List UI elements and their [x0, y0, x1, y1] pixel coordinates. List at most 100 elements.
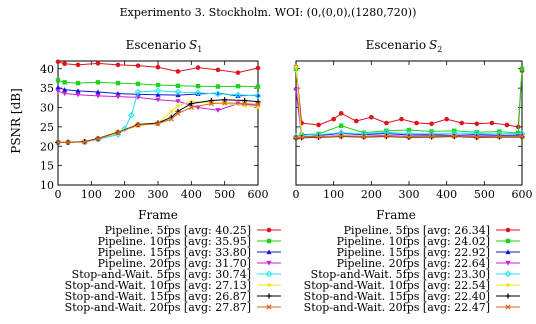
panel-1-series-7-point [188, 101, 194, 107]
panel-2-series-8-point [474, 134, 480, 140]
panel-1-series-3-point [235, 93, 241, 98]
panel-1-legend-label: Stop-and-Wait. 10fps [avg: 27.13] [65, 279, 251, 292]
panel-2-title-var: S [429, 38, 437, 52]
panel-1-series-3-point [62, 87, 68, 92]
panel-2-x-tick-label: 100 [323, 188, 344, 201]
panel-2-series-8-point [406, 134, 412, 140]
panel-1-legend-swatch-marker [266, 227, 272, 233]
panel-2-series-1-point [474, 121, 480, 127]
panel-2-series-2-point [339, 123, 344, 128]
panel-2-legend-swatch-marker [505, 249, 511, 255]
panel-1-series-1-point [135, 63, 141, 68]
panel-1-series-5-point [154, 87, 162, 95]
panel-1-series-5-point [128, 111, 135, 119]
panel-2-series-1-point [369, 114, 374, 120]
panel-1-series-2-point [55, 78, 61, 83]
panel-2-series-8-point [519, 134, 525, 140]
panel-1-series-3-point [75, 88, 81, 93]
panel-2-series-8-point [496, 134, 502, 140]
panel-2-legend-label: Stop-and-Wait. 10fps [avg: 22.54] [304, 279, 490, 292]
panel-1-series-2-point [155, 82, 161, 88]
panel-1-x-tick-label: 0 [55, 188, 62, 201]
panel-1-legend-swatch-marker [266, 304, 272, 310]
panel-1-series-1-point [195, 65, 201, 70]
panel-1-series-8-point [188, 104, 194, 111]
panel-1-series-8-point [168, 116, 174, 122]
panel-2-legend-swatch-marker [505, 282, 511, 288]
panel-2-series-1 [293, 64, 525, 130]
panel-2-series-1-point [444, 116, 449, 122]
panel-2-series-8-point [451, 133, 457, 139]
panel-1-legend-swatch-marker [265, 270, 273, 278]
panel-1-y-tick-label: 30 [40, 102, 54, 115]
panel-1-y-tick-label: 40 [40, 63, 54, 76]
panel-1-series-4-point [115, 94, 121, 100]
panel-1-series-6-point [241, 102, 248, 108]
panel-1-y-tick-label: 25 [40, 121, 54, 134]
panel-2-series-1-point [316, 122, 321, 128]
panel-1-series-3-point [115, 90, 121, 96]
panel-2-series-2-point [406, 127, 412, 133]
panel-2-series-8-point [361, 134, 367, 140]
panel-2-series-1-line [295, 66, 523, 128]
panel-1-series-5-point [174, 88, 182, 96]
panel-2-legend-swatch-marker [505, 304, 511, 310]
panel-1-series-1-point [255, 65, 261, 71]
panel-1-legend-label: Stop-and-Wait. 5fps [avg: 30.74] [72, 268, 251, 281]
chart-panel-1: Escenario S1 Frame 0 100 200 300 400 500 600 10 1… [40, 38, 281, 314]
panel-1-series-1-point [215, 67, 221, 73]
panel-1-series-1-point [115, 62, 121, 68]
panel-1-series-2-point [135, 81, 141, 87]
panel-2-x-axis-label: Frame [376, 208, 416, 222]
panel-2-legend-label: Stop-and-Wait. 20fps [avg: 22.47] [304, 301, 490, 314]
panel-1-x-tick-label: 400 [181, 188, 202, 201]
y-axis-label: PSNR [dB] [9, 88, 23, 154]
panel-1-x-tick-label: 600 [248, 188, 269, 201]
panel-1-series-8-point [65, 139, 71, 145]
panel-2-x-tick-label: 300 [399, 188, 420, 201]
panel-1-series-7-point [242, 97, 248, 104]
panel-1-y-tick-label: 35 [40, 82, 54, 95]
panel-1-legend-swatch-marker [266, 260, 272, 266]
panel-1-series-6-point [168, 108, 175, 114]
panel-1-series-8-point [208, 101, 214, 107]
panel-1-legend-label: Stop-and-Wait. 15fps [avg: 26.87] [65, 290, 251, 303]
panel-2-series-8-line [295, 135, 522, 139]
panel-1-series-8-point [242, 101, 248, 107]
panel-1-series-5-point [214, 90, 222, 98]
panel-1-legend-label: Pipeline. 20fps [avg: 31.70] [98, 257, 251, 270]
panel-1-series-2-point [115, 80, 121, 86]
panel-2-legend-label: Pipeline. 10fps [avg: 24.02] [337, 235, 490, 248]
panel-1-series-8-point [95, 136, 101, 142]
panel-2-legend-swatch-marker [505, 260, 511, 266]
panel-2-series-8-point [293, 135, 299, 141]
panel-1-series-4-point [95, 93, 101, 99]
panel-1-series-8-point [82, 139, 88, 145]
panel-2-series-1-point [414, 120, 419, 126]
panel-2-legend-swatch-marker [505, 238, 511, 244]
panel-1-series-5-point [254, 92, 262, 100]
panel-1-series-6-point [255, 104, 261, 110]
panel-2-series-3-line [295, 88, 523, 136]
panel-1-series-2-point [215, 84, 221, 89]
panel-1-series-8 [55, 100, 261, 145]
panel-1-series-7-point [255, 99, 261, 105]
panel-1-series-8-point [115, 130, 121, 136]
panel-1-series-2 [55, 78, 261, 89]
panel-1-series-5-point [121, 125, 128, 133]
panel-1-legend-label: Stop-and-Wait. 20fps [avg: 27.87] [65, 301, 251, 314]
panel-1-x-tick-label: 100 [81, 188, 102, 201]
panel-1-legend-label: Pipeline. 15fps [avg: 33.80] [98, 246, 251, 259]
figure-title: Experimento 3. Stockholm. WOI: (0,(0,0),… [120, 6, 417, 19]
panel-1-series-1-point [175, 69, 181, 74]
panel-1-x-tick-label: 200 [114, 188, 135, 201]
panel-1-series-3-point [155, 92, 161, 97]
panel-1-series-4-line [57, 90, 259, 111]
panel-1-legend-swatch-marker [266, 282, 272, 288]
panel-1-series-1 [55, 59, 261, 75]
panel-1-series-3-point [195, 91, 201, 97]
panel-1-y-tick-label: 10 [40, 179, 54, 192]
panel-1-series-8-point [135, 122, 141, 128]
panel-1-x-tick-label: 500 [214, 188, 235, 201]
